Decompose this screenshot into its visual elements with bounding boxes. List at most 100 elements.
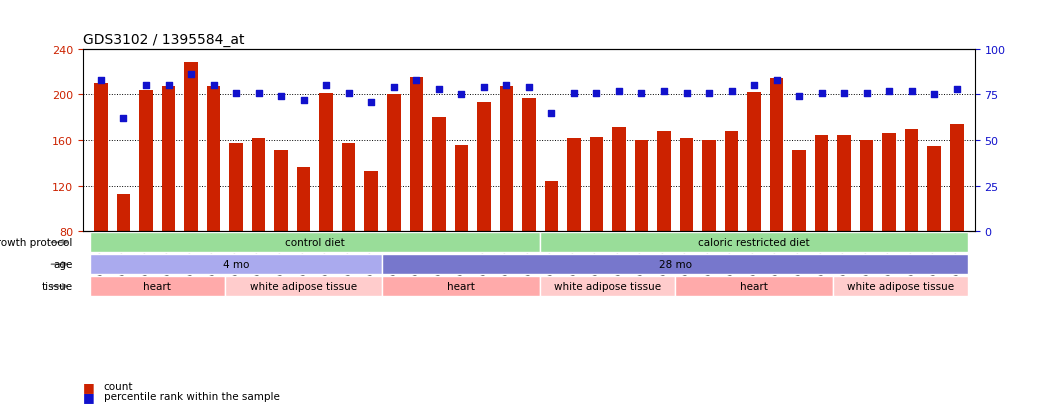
Bar <box>815 136 829 323</box>
Bar <box>544 182 558 323</box>
Point <box>949 86 965 93</box>
Bar <box>950 125 963 323</box>
FancyBboxPatch shape <box>540 277 675 296</box>
Point <box>205 83 222 89</box>
Text: ■: ■ <box>83 380 94 393</box>
Text: 28 mo: 28 mo <box>658 260 692 270</box>
Point <box>521 85 537 91</box>
Text: growth protocol: growth protocol <box>0 238 73 248</box>
Bar <box>229 144 243 323</box>
FancyBboxPatch shape <box>90 255 383 274</box>
Bar <box>342 144 356 323</box>
Bar <box>567 138 581 323</box>
FancyBboxPatch shape <box>383 277 540 296</box>
Bar <box>612 128 625 323</box>
Point <box>228 90 245 97</box>
Point <box>476 85 493 91</box>
Point <box>768 77 785 84</box>
Text: percentile rank within the sample: percentile rank within the sample <box>104 392 280 401</box>
Point <box>746 83 762 89</box>
Point <box>138 83 155 89</box>
Bar <box>792 151 806 323</box>
Bar <box>319 94 333 323</box>
Point <box>92 77 109 84</box>
Bar <box>477 103 491 323</box>
Point <box>183 72 199 78</box>
FancyBboxPatch shape <box>225 277 383 296</box>
Point <box>723 88 739 95</box>
Text: 4 mo: 4 mo <box>223 260 249 270</box>
Text: GDS3102 / 1395584_at: GDS3102 / 1395584_at <box>83 33 245 47</box>
Point <box>386 85 402 91</box>
Point <box>701 90 718 97</box>
Point <box>115 116 132 122</box>
Point <box>678 90 695 97</box>
Bar <box>838 136 851 323</box>
Bar <box>206 87 220 323</box>
Bar <box>927 146 941 323</box>
FancyBboxPatch shape <box>833 277 968 296</box>
Bar <box>275 151 288 323</box>
Bar <box>882 134 896 323</box>
Point <box>926 92 943 98</box>
Bar <box>500 87 513 323</box>
Point <box>565 90 582 97</box>
Text: white adipose tissue: white adipose tissue <box>250 281 357 292</box>
Point <box>453 92 470 98</box>
Bar <box>162 87 175 323</box>
Bar <box>657 132 671 323</box>
Bar <box>748 93 761 323</box>
Text: white adipose tissue: white adipose tissue <box>554 281 662 292</box>
Point <box>903 88 920 95</box>
Point <box>655 88 672 95</box>
Point <box>250 90 267 97</box>
Bar <box>364 171 377 323</box>
FancyBboxPatch shape <box>675 277 833 296</box>
Text: heart: heart <box>740 281 768 292</box>
Bar <box>680 138 694 323</box>
FancyBboxPatch shape <box>540 233 968 252</box>
Point <box>880 88 897 95</box>
Point <box>161 83 177 89</box>
Point <box>611 88 627 95</box>
Bar <box>522 99 536 323</box>
Point <box>588 90 605 97</box>
Bar <box>702 141 716 323</box>
Bar <box>905 129 919 323</box>
Bar <box>117 194 131 323</box>
Point <box>836 90 852 97</box>
Text: control diet: control diet <box>285 238 344 248</box>
Bar <box>185 63 198 323</box>
Point <box>296 97 312 104</box>
Bar <box>139 90 152 323</box>
Text: heart: heart <box>447 281 475 292</box>
Point <box>859 90 875 97</box>
Text: count: count <box>104 381 133 391</box>
Point <box>498 83 514 89</box>
Point <box>318 83 335 89</box>
Text: tissue: tissue <box>41 281 73 292</box>
Text: white adipose tissue: white adipose tissue <box>847 281 954 292</box>
Bar <box>297 168 310 323</box>
Point <box>430 86 447 93</box>
Bar <box>590 137 604 323</box>
Point <box>363 99 380 106</box>
Bar <box>410 78 423 323</box>
Text: age: age <box>53 260 73 270</box>
Bar <box>94 84 108 323</box>
Text: caloric restricted diet: caloric restricted diet <box>698 238 810 248</box>
Point <box>791 94 808 100</box>
Point <box>634 90 650 97</box>
Point <box>340 90 357 97</box>
Bar <box>252 138 265 323</box>
Bar <box>387 95 400 323</box>
Bar <box>769 79 783 323</box>
Bar <box>725 132 738 323</box>
Bar <box>432 118 446 323</box>
FancyBboxPatch shape <box>383 255 968 274</box>
FancyBboxPatch shape <box>90 277 225 296</box>
FancyBboxPatch shape <box>90 233 540 252</box>
Bar <box>635 141 648 323</box>
Point <box>543 110 560 116</box>
Point <box>813 90 830 97</box>
